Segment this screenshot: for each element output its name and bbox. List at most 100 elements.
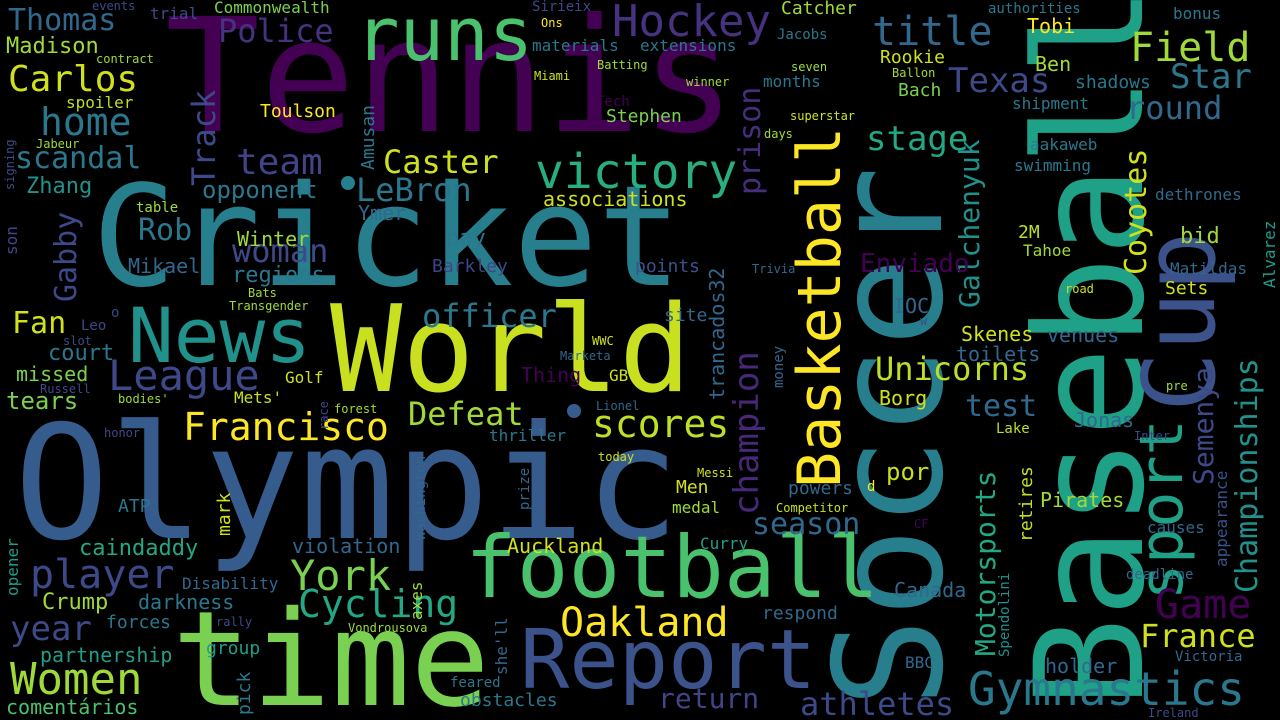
cloud-word: Defeat — [408, 395, 524, 433]
cloud-word: Lionel — [596, 399, 640, 413]
cloud-word: Bach — [898, 80, 942, 101]
cloud-word: 2M — [1018, 222, 1040, 243]
cloud-word: home — [40, 100, 132, 144]
cloud-word: Ballon — [892, 66, 936, 80]
cloud-word: bodies' — [118, 392, 169, 406]
cloud-word: mark — [214, 492, 235, 536]
cloud-word: causes — [1147, 518, 1205, 537]
cloud-word: Golf — [285, 368, 324, 387]
cloud-word: CF — [914, 517, 929, 531]
cloud-word: Enviado — [860, 249, 970, 279]
cloud-word: darkness — [138, 590, 235, 614]
cloud-word: Stephen — [606, 106, 682, 127]
cloud-word: Galchenyuk — [953, 139, 986, 308]
cloud-word: LeBron — [356, 171, 472, 209]
cloud-word: Commonwealth — [214, 0, 330, 17]
cloud-word: toilets — [956, 342, 1041, 366]
cloud-word: winner — [686, 75, 730, 89]
cloud-word: Oakland — [560, 600, 729, 646]
cloud-word: partnership — [40, 643, 173, 667]
cloud-word: trial — [150, 4, 199, 23]
cloud-word: slot — [63, 334, 92, 348]
cloud-word: axes — [407, 581, 426, 620]
cloud-word: site — [664, 305, 708, 326]
cloud-word: contract — [96, 52, 154, 66]
cloud-word: Batting — [597, 58, 648, 72]
cloud-word: champion — [727, 351, 767, 515]
cloud-word: officer — [422, 297, 557, 335]
cloud-word: opener — [3, 538, 22, 596]
cloud-word: days — [764, 127, 793, 141]
cloud-word: test — [965, 389, 1038, 424]
cloud-word: Leo — [81, 318, 107, 334]
cloud-word: son — [2, 226, 21, 255]
cloud-word: court — [48, 341, 115, 366]
cloud-word: opponent — [202, 176, 318, 204]
cloud-word: return — [658, 682, 760, 715]
cloud-word: Fan — [12, 306, 67, 341]
cloud-word: pay — [446, 226, 486, 251]
cloud-word: woman — [232, 232, 329, 270]
cloud-dot — [341, 176, 355, 190]
cloud-word: months — [763, 72, 821, 91]
cloud-word: regions — [232, 263, 325, 288]
cloud-word: Bats — [248, 286, 277, 300]
cloud-word: Sets — [1165, 278, 1209, 299]
cloud-word: today — [598, 450, 635, 464]
cloud-word: player — [30, 552, 175, 598]
cloud-word: points — [635, 256, 701, 277]
cloud-word: title — [872, 9, 993, 55]
cloud-word: stage — [866, 119, 969, 159]
cloud-word: Women — [10, 654, 143, 705]
cloud-word: feared — [450, 675, 501, 691]
cloud-word: Cricket — [92, 156, 683, 319]
cloud-word: WWC — [592, 334, 614, 348]
cloud-word: Jacobs — [777, 27, 828, 43]
cloud-word: scores — [592, 402, 730, 446]
cloud-word: dethrones — [1155, 185, 1242, 204]
cloud-word: bonus — [1173, 4, 1222, 23]
cloud-word: Victoria — [1175, 649, 1243, 665]
cloud-word: Tech — [596, 94, 630, 110]
cloud-word: Mets' — [234, 388, 283, 407]
cloud-word: Field — [1130, 25, 1251, 71]
cloud-word: Miami — [534, 69, 571, 83]
cloud-word: football — [465, 518, 880, 618]
cloud-word: Mikael — [128, 254, 201, 278]
cloud-word: prize — [517, 467, 533, 510]
cloud-word: trancados32 — [705, 267, 729, 400]
cloud-word: missed — [16, 362, 89, 386]
cloud-word: Gymnastics — [968, 662, 1245, 716]
cloud-word: Marketa — [560, 349, 611, 363]
cloud-word: Madison — [6, 34, 99, 59]
cloud-dot — [567, 404, 581, 418]
cloud-word: ATP — [118, 496, 151, 517]
cloud-word: Borg — [879, 386, 928, 410]
cloud-word: signing — [3, 139, 17, 190]
cloud-word: round — [1126, 89, 1223, 127]
cloud-word: Basketball — [785, 126, 855, 488]
cloud-word: Coyotes — [1119, 148, 1154, 275]
cloud-word: appearance — [1212, 470, 1231, 567]
cloud-word: swimming — [1014, 156, 1092, 175]
cloud-word: venues — [1047, 323, 1120, 347]
cloud-word: season — [752, 507, 861, 542]
cloud-word: caindaddy — [79, 536, 199, 561]
cloud-word: aakaweb — [1030, 135, 1098, 154]
cloud-word: Vondrousova — [348, 621, 428, 635]
cloud-word: Winter — [237, 227, 310, 251]
cloud-word: Curry — [700, 534, 749, 553]
cloud-word: Tahoe — [1023, 241, 1072, 260]
cloud-word: violation — [292, 534, 401, 558]
cloud-word: extensions — [640, 36, 737, 55]
cloud-word: Jabeur — [36, 137, 80, 151]
cloud-word: events — [92, 0, 136, 13]
cloud-word: Track — [185, 89, 223, 186]
cloud-word: Semenya — [1187, 366, 1220, 485]
cloud-word: Tennis — [165, 0, 736, 169]
cloud-word: respond — [762, 603, 838, 624]
cloud-word: BBC — [905, 653, 934, 672]
cloud-word: Washington — [413, 455, 429, 540]
cloud-word: Pirates — [1040, 488, 1125, 512]
